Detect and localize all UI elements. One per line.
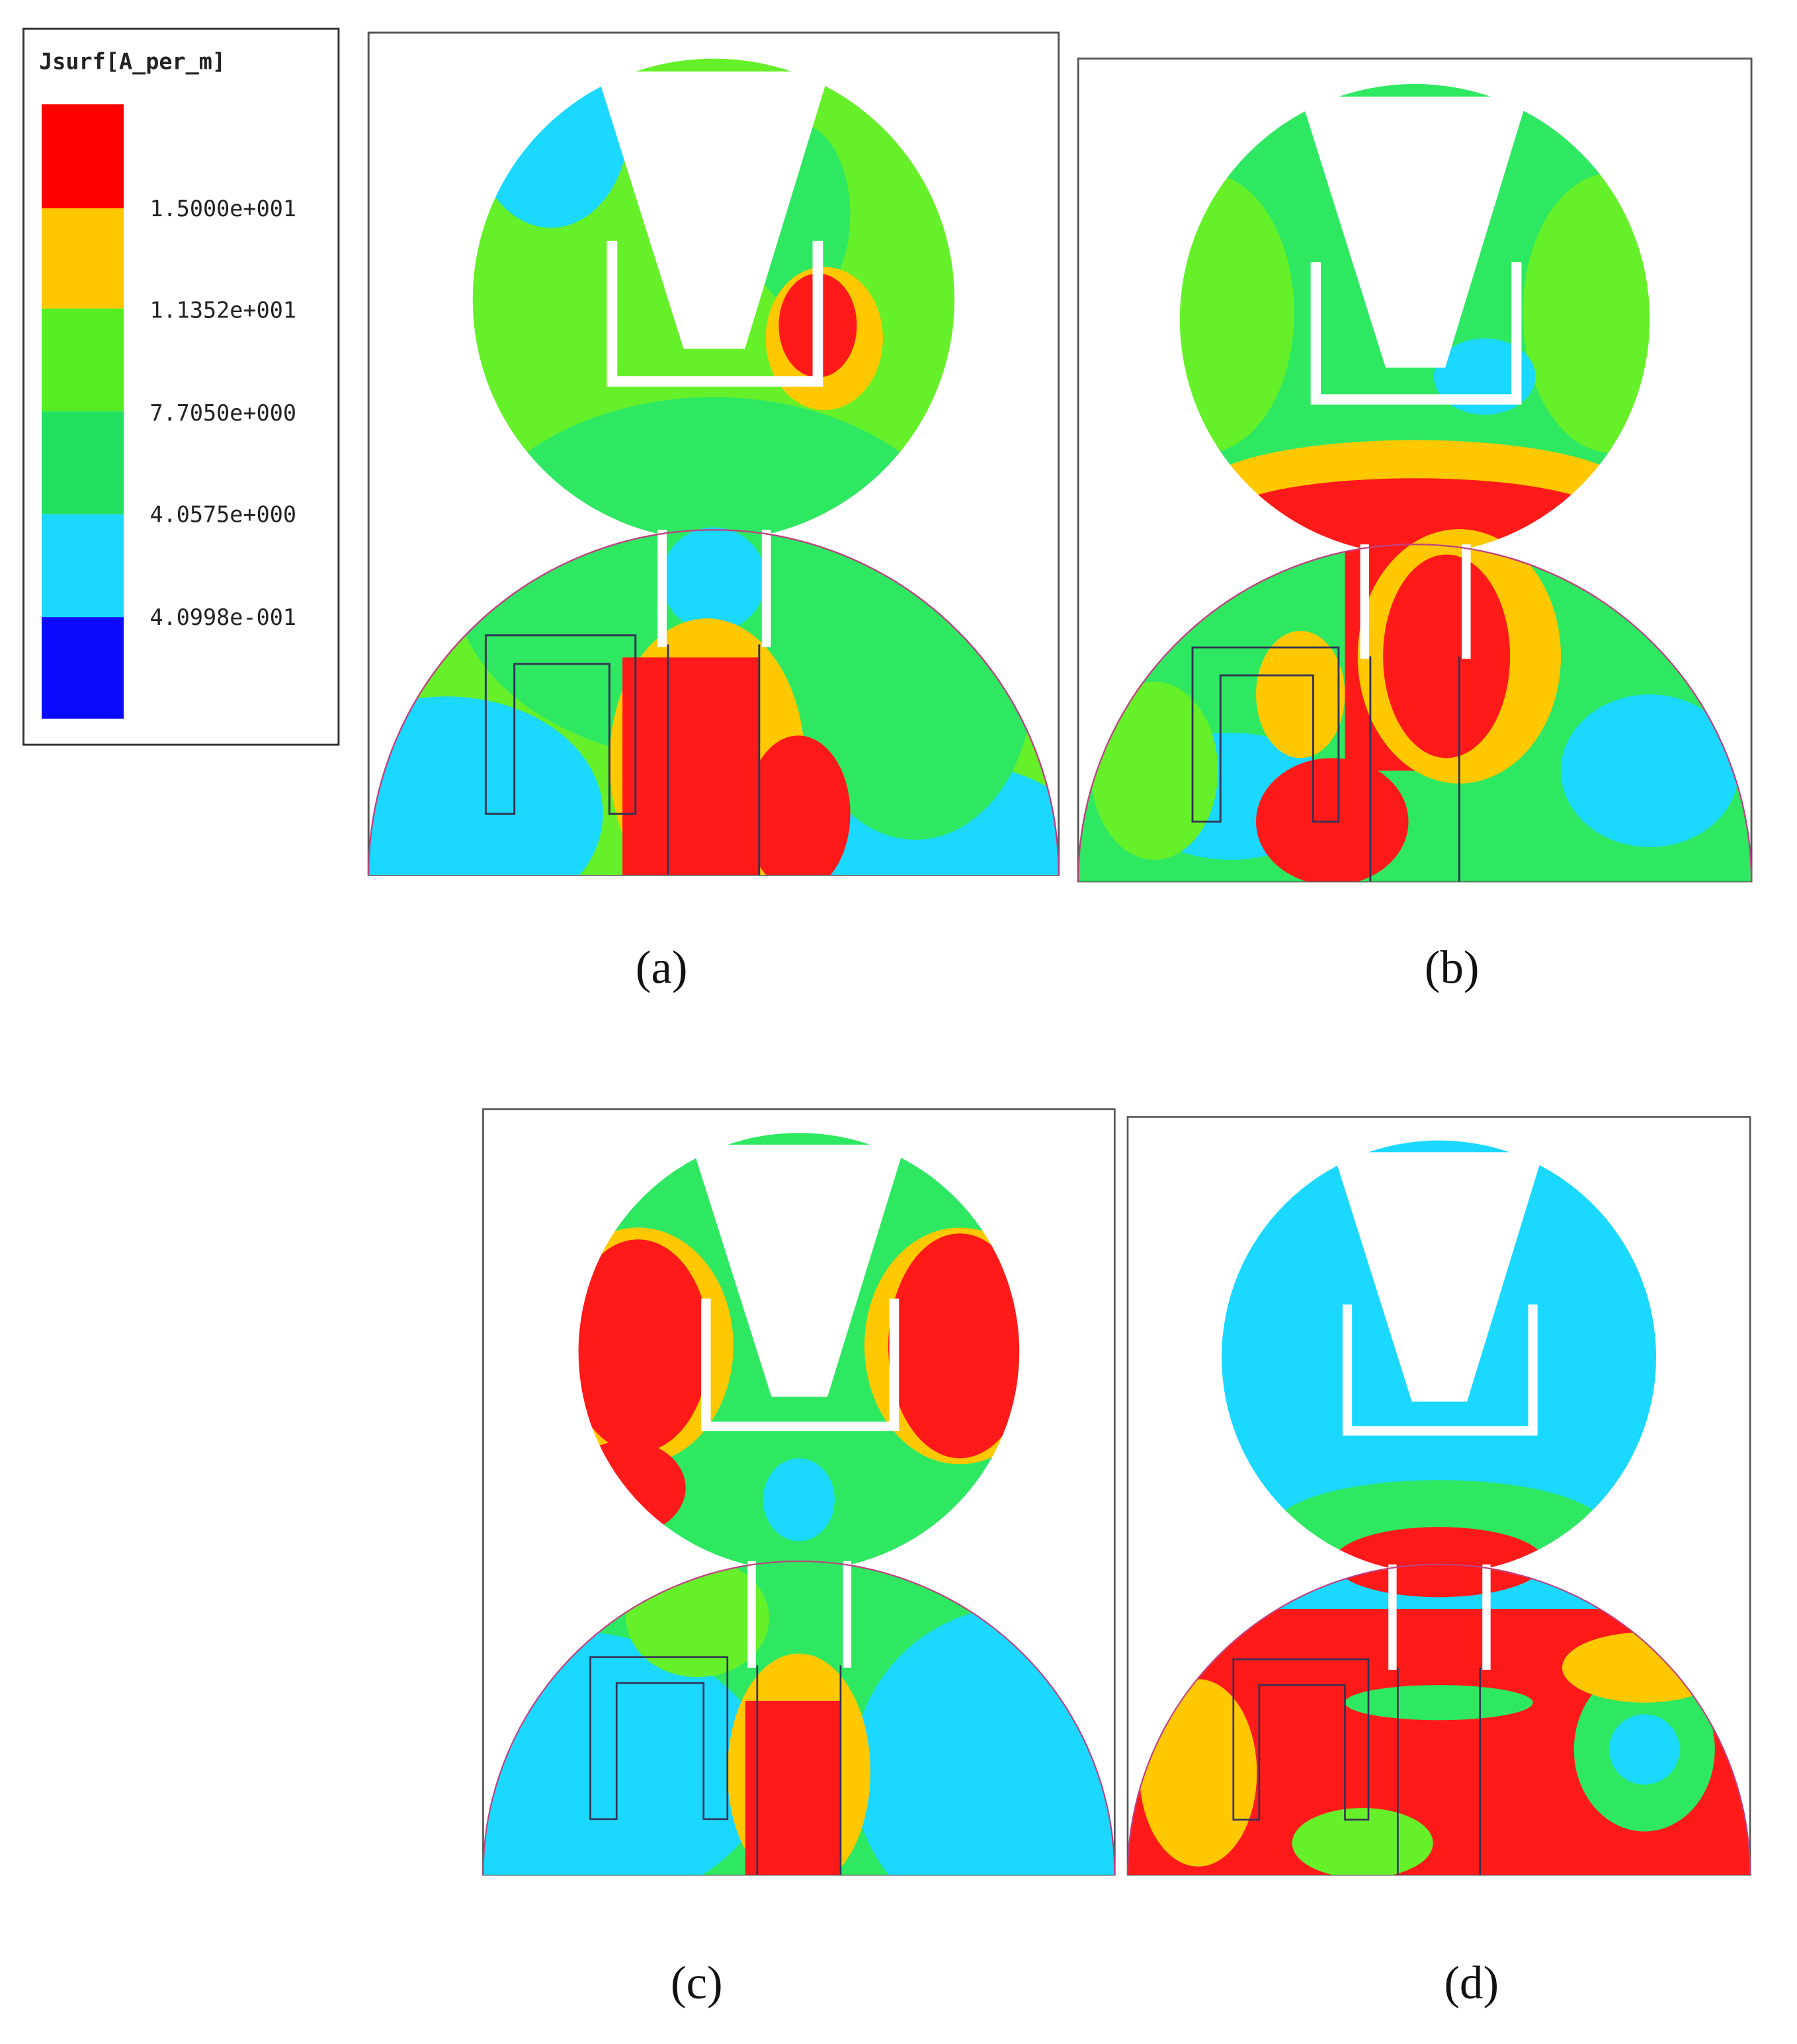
color-band xyxy=(42,208,124,309)
panel-label: (d) xyxy=(1444,1957,1499,2009)
color-band xyxy=(42,104,124,209)
current-region xyxy=(1333,1527,1545,1598)
antenna-outline xyxy=(1126,1563,1751,1875)
current-region xyxy=(290,696,603,931)
current-region xyxy=(1091,681,1218,860)
u-slot xyxy=(484,634,637,815)
current-region xyxy=(1139,1679,1257,1867)
current-region xyxy=(1256,631,1345,758)
current-region xyxy=(1345,1685,1533,1721)
current-region xyxy=(746,735,851,892)
current-map xyxy=(1078,58,1752,885)
current-region xyxy=(1433,338,1536,415)
antenna-panel xyxy=(1126,1116,1751,1879)
current-region xyxy=(661,527,766,632)
panel-label: (a) xyxy=(636,942,688,993)
current-region xyxy=(745,1701,841,1875)
current-region xyxy=(778,273,857,378)
current-region xyxy=(1609,1714,1680,1785)
current-region xyxy=(1560,694,1739,847)
u-slot xyxy=(1232,1658,1370,1821)
legend-label: 1.5000e+001 xyxy=(149,196,296,222)
antenna-panel xyxy=(290,19,1085,931)
antenna-outline xyxy=(368,529,1060,876)
current-region xyxy=(852,1606,1187,1938)
antenna-panel xyxy=(340,1108,1187,1938)
legend: Jsurf[A_per_m] 1.5000e+001 1.1352e+001 7.7… xyxy=(22,27,340,746)
u-slot xyxy=(1191,646,1340,823)
current-region xyxy=(626,1559,769,1678)
current-region xyxy=(1292,1808,1433,1879)
current-map xyxy=(290,19,1085,931)
legend-title: Jsurf[A_per_m] xyxy=(39,48,226,74)
current-region xyxy=(746,124,851,306)
antenna-outline xyxy=(482,1560,1116,1875)
current-region xyxy=(1116,173,1294,453)
current-region xyxy=(763,1458,835,1541)
current-region xyxy=(798,527,1033,840)
legend-label: 4.0575e+000 xyxy=(149,501,296,527)
panel-label: (b) xyxy=(1425,942,1480,993)
current-map xyxy=(1128,1117,1751,1879)
antenna-outline xyxy=(1077,544,1753,881)
current-region xyxy=(566,1440,686,1535)
color-band xyxy=(42,308,124,412)
current-region xyxy=(622,657,759,876)
u-slot xyxy=(589,1656,729,1820)
current-region xyxy=(888,1233,1032,1459)
current-region xyxy=(1562,1632,1727,1703)
color-band xyxy=(42,514,124,618)
legend-label: 4.0998e-001 xyxy=(149,604,296,630)
antenna-panel xyxy=(1077,58,1753,885)
current-region xyxy=(1523,173,1701,453)
current-region xyxy=(1383,554,1511,758)
current-region xyxy=(472,19,629,228)
legend-label: 7.7050e+000 xyxy=(149,400,296,426)
current-region xyxy=(340,1629,769,1914)
current-region xyxy=(566,1239,710,1453)
current-map xyxy=(340,1109,1187,1938)
color-band xyxy=(42,411,124,514)
legend-label: 1.1352e+001 xyxy=(149,297,296,323)
color-band xyxy=(42,617,124,719)
panel-label: (c) xyxy=(671,1957,723,2009)
